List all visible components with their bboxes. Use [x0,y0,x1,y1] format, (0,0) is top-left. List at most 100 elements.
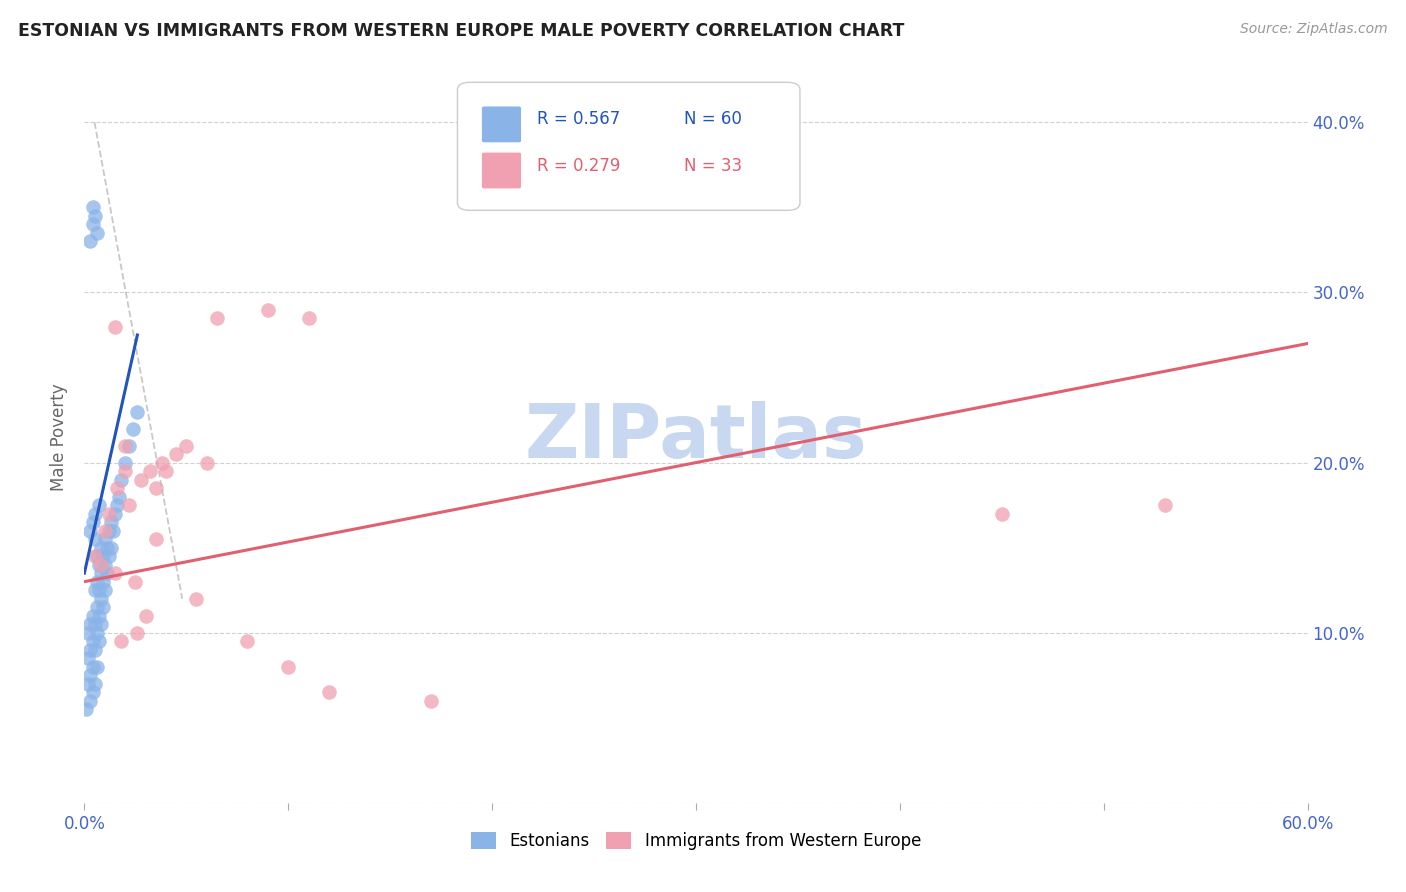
Text: ESTONIAN VS IMMIGRANTS FROM WESTERN EUROPE MALE POVERTY CORRELATION CHART: ESTONIAN VS IMMIGRANTS FROM WESTERN EURO… [18,22,904,40]
Point [87,608,110,623]
Point [90,541,112,555]
Point [257,302,280,317]
Point [135,608,157,623]
Point [86,549,108,563]
Point [114,439,136,453]
Point [205,311,228,326]
Point [77,677,100,691]
Point [93,532,115,546]
Point [91,549,114,563]
Text: Source: ZipAtlas.com: Source: ZipAtlas.com [1240,22,1388,37]
Point [93,583,115,598]
Point [86,600,108,615]
Text: ZIPatlas: ZIPatlas [524,401,868,474]
Point [82,608,104,623]
Point [298,311,321,326]
Point [82,515,104,529]
Point [83,583,105,598]
Point [83,549,105,563]
Point [91,574,114,589]
Point [101,524,124,538]
Point [91,600,114,615]
Point [105,498,128,512]
Y-axis label: Male Poverty: Male Poverty [51,384,69,491]
Point [83,677,105,691]
Point [165,447,187,461]
Point [83,617,105,632]
Point [195,456,218,470]
Point [86,574,108,589]
Point [104,507,127,521]
Point [90,591,112,606]
Point [991,507,1014,521]
FancyBboxPatch shape [457,82,800,211]
Point [90,566,112,581]
Point [79,668,101,682]
Point [127,625,149,640]
Point [96,566,118,581]
Point [104,319,127,334]
Point [86,625,108,640]
Point [97,507,120,521]
Point [96,541,118,555]
Point [114,456,136,470]
Point [114,464,136,478]
Point [77,651,100,665]
Point [100,515,122,529]
Point [318,685,340,699]
Point [174,439,197,453]
Point [155,464,177,478]
Point [131,473,153,487]
Point [83,642,105,657]
Point [145,532,167,546]
Point [124,574,146,589]
Legend: Estonians, Immigrants from Western Europe: Estonians, Immigrants from Western Europ… [464,825,928,856]
Point [87,498,110,512]
Point [82,685,104,699]
Point [82,218,104,232]
Point [90,617,112,632]
Point [145,481,167,495]
Point [108,490,131,504]
Point [86,659,108,673]
Text: R = 0.279: R = 0.279 [537,158,620,176]
Point [186,591,208,606]
Point [104,566,127,581]
Point [100,541,122,555]
Point [118,439,141,453]
Point [87,558,110,572]
Point [110,634,132,648]
Point [82,659,104,673]
Point [97,524,120,538]
Point [127,404,149,418]
Point [236,634,259,648]
Point [105,481,128,495]
Point [138,464,160,478]
Text: N = 60: N = 60 [683,110,741,128]
Point [79,642,101,657]
Point [118,498,141,512]
Point [90,558,112,572]
Point [82,634,104,648]
Point [87,634,110,648]
Point [75,702,97,716]
FancyBboxPatch shape [482,153,522,188]
Point [1154,498,1177,512]
Text: N = 33: N = 33 [683,158,742,176]
Point [277,659,299,673]
Point [83,209,105,223]
Point [86,226,108,240]
Point [79,524,101,538]
Point [79,235,101,249]
Point [110,473,132,487]
Point [83,507,105,521]
Point [150,456,173,470]
Point [82,201,104,215]
Point [420,694,443,708]
Point [97,549,120,563]
Point [79,694,101,708]
Point [77,625,100,640]
Point [87,583,110,598]
Point [79,617,101,632]
Text: R = 0.567: R = 0.567 [537,110,620,128]
